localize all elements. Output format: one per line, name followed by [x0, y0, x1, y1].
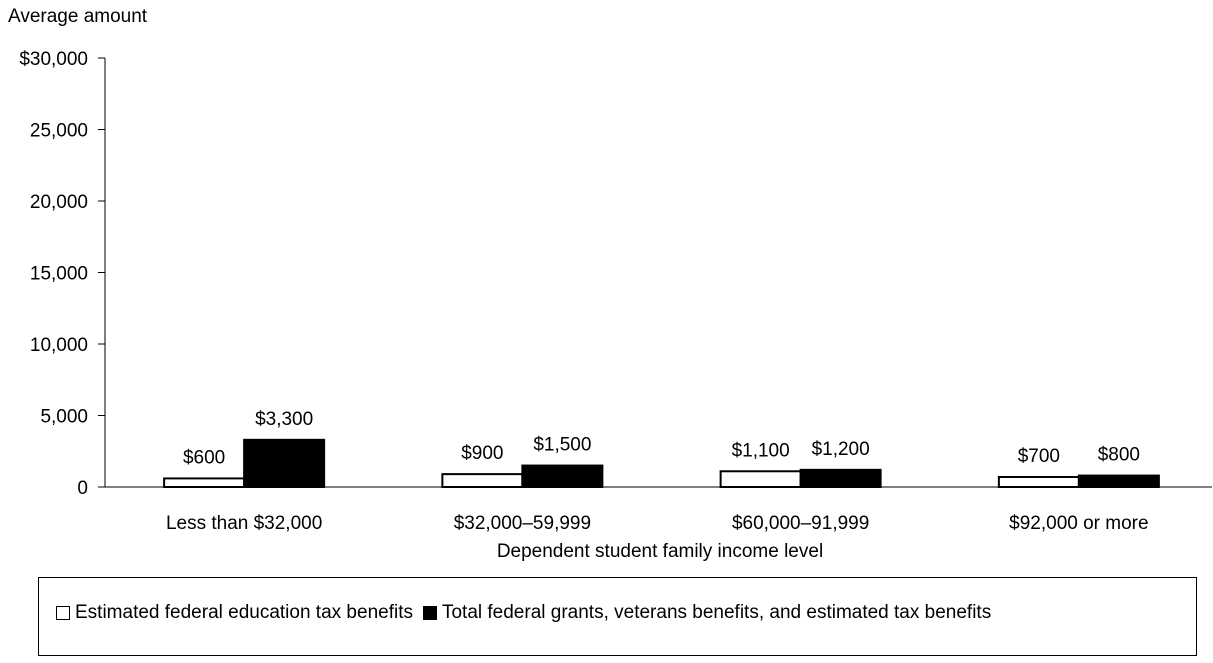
bar-value-label: $700 [1018, 446, 1060, 467]
bar-total-aid [1077, 474, 1160, 488]
y-tick-label: 5,000 [40, 407, 88, 428]
x-tick-label: $60,000–91,999 [732, 513, 869, 534]
bar-tax-benefits [441, 473, 524, 489]
legend: Estimated federal education tax benefits… [38, 577, 1197, 656]
legend-label: Total federal grants, veterans benefits,… [441, 602, 992, 623]
x-axis: Less than $32,000 $32,000–59,999 $60,000–9… [105, 486, 1212, 534]
y-tick-label: 0 [77, 478, 88, 499]
legend-item-total-aid: Total federal grants, veterans benefits,… [422, 602, 992, 624]
y-tick-label: $30,000 [19, 49, 88, 70]
bar-chart: Average amount Dependent student family … [8, 6, 1212, 562]
x-tick-label: Less than $32,000 [166, 513, 322, 534]
x-axis-label: Dependent student family income level [497, 541, 823, 562]
bar-total-aid [799, 468, 882, 488]
bar-tax-benefits [163, 477, 246, 489]
y-tick-label: 15,000 [30, 264, 88, 285]
bar-total-aid [243, 438, 326, 488]
bar-value-label: $1,500 [533, 435, 591, 456]
bar-tax-benefits [997, 475, 1080, 488]
y-tick-label: 20,000 [30, 192, 88, 213]
legend-swatch-black [422, 606, 437, 620]
bar-total-aid [521, 464, 604, 488]
bar-value-label: $800 [1098, 445, 1140, 466]
y-axis-label: Average amount [8, 6, 148, 27]
bar-value-label: $600 [183, 447, 225, 468]
y-axis: 0 5,000 10,000 15,000 20,000 25,000 $30,000 [19, 49, 106, 499]
legend-label: Estimated federal education tax benefits [75, 602, 413, 623]
bar-value-label: $1,200 [812, 439, 870, 460]
bars: $600 $3,300 $900 $1,500 $1,100 $1,200 $700 $800 [163, 409, 1160, 489]
y-tick-label: 10,000 [30, 335, 88, 356]
x-tick-label: $32,000–59,999 [454, 513, 591, 534]
legend-item-tax-benefits: Estimated federal education tax benefits [56, 602, 413, 624]
legend-row: Estimated federal education tax benefits… [56, 602, 991, 624]
bar-value-label: $3,300 [255, 409, 313, 430]
bar-tax-benefits [719, 470, 802, 488]
legend-swatch-white [56, 606, 70, 620]
x-tick-label: $92,000 or more [1009, 513, 1148, 534]
y-tick-label: 25,000 [30, 121, 88, 142]
bar-value-label: $1,100 [732, 440, 790, 461]
bar-value-label: $900 [461, 443, 503, 464]
